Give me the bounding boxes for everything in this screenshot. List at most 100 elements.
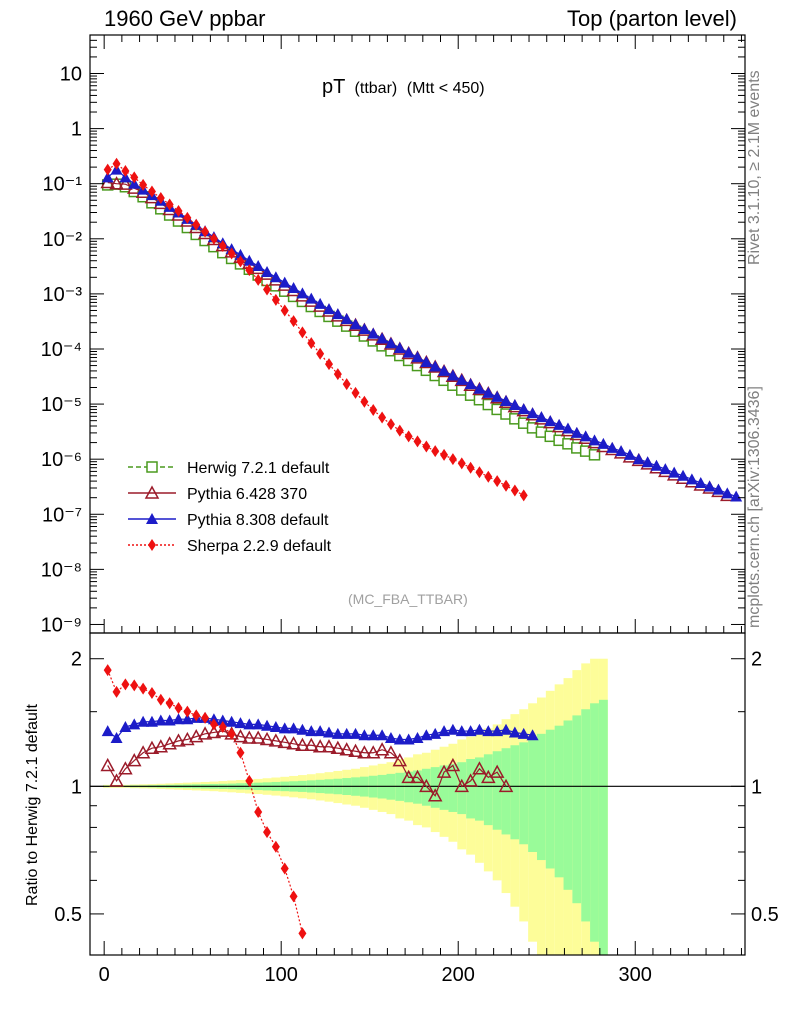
pythia-ratio-point: [286, 736, 301, 750]
sherpa-point: [386, 418, 395, 431]
pythia-ratio-point: [154, 714, 167, 726]
pythia-point: [464, 378, 477, 390]
pythia-ratio-point: [287, 722, 300, 734]
green-band-bin: [457, 762, 467, 815]
y-tick-label: 1: [71, 119, 82, 141]
sherpa-point: [413, 435, 422, 448]
x-tick-label: 0: [99, 964, 110, 986]
sherpa-point: [484, 470, 493, 483]
pythia-point: [429, 360, 442, 372]
sherpa-ratio-point: [236, 746, 245, 759]
sherpa-point: [307, 337, 316, 350]
pythia-ratio-point: [110, 732, 123, 744]
pythia-ratio-point: [137, 715, 150, 727]
pythia-point: [641, 456, 654, 468]
pythia-ratio-point: [145, 715, 158, 727]
sherpa-point: [245, 264, 254, 277]
y-tick-label: 10⁻⁴: [41, 339, 82, 361]
pythia-point: [473, 382, 486, 394]
sherpa-legend-marker: [148, 539, 156, 551]
pythia-point: [694, 476, 707, 488]
sherpa-point: [218, 240, 227, 253]
pythia-ratio-point: [339, 742, 354, 756]
legend-label: Herwig 7.2.1 default: [187, 460, 330, 477]
pythia-point: [314, 297, 327, 309]
pythia-point: [376, 332, 389, 344]
title-sub-text: (ttbar): [355, 80, 398, 97]
sherpa-point: [227, 247, 236, 260]
sherpa-ratio-point: [147, 687, 156, 700]
pythia-point: [623, 448, 636, 460]
sherpa-ratio-point: [192, 709, 201, 722]
ratio-y-tick-label: 1: [751, 776, 762, 798]
sherpa-ratio-point: [139, 682, 148, 695]
sherpa-point: [502, 479, 511, 492]
pythia-point: [411, 351, 424, 363]
pythia-ratio-point: [419, 778, 434, 793]
pythia-ratio-point: [100, 757, 115, 772]
pythia-point: [659, 463, 672, 475]
ratio-ylabel: Ratio to Herwig 7.2.1 default: [24, 704, 41, 906]
pythia-ratio-point: [349, 727, 362, 739]
pythia-point: [668, 466, 681, 478]
pythia-ratio-point: [277, 734, 292, 749]
sherpa-point: [121, 165, 130, 178]
pythia-point: [650, 459, 663, 471]
pythia-point: [393, 342, 406, 354]
sherpa-ratio-point: [103, 664, 112, 677]
herwig-point: [588, 449, 601, 461]
pythia-point: [261, 265, 274, 277]
ratio-y-tick-label: 0.5: [54, 904, 82, 926]
herwig-legend-marker: [146, 461, 158, 473]
y-tick-label: 10⁻²: [43, 229, 83, 251]
y-tick-label: 10⁻⁸: [41, 559, 82, 581]
sherpa-point: [147, 185, 156, 198]
y-tick-label: 10⁻¹: [43, 174, 83, 196]
green-band-bin: [475, 757, 484, 821]
sherpa-point: [324, 358, 333, 371]
pythia-ratio-point: [445, 757, 461, 772]
pythia-ratio-point: [420, 729, 433, 741]
pythia-ratio-point: [491, 725, 504, 737]
pythia-ratio-point: [243, 718, 256, 730]
pythia-point: [482, 386, 495, 398]
pythia-ratio-point: [225, 715, 238, 727]
pythia-legend-marker: [146, 513, 158, 524]
ratio-y-tick-label: 1: [71, 776, 82, 798]
pythia-ratio-point: [172, 713, 185, 725]
pythia-point: [331, 308, 344, 320]
sherpa-ratio-point: [112, 685, 121, 698]
pythia-ratio-point: [278, 722, 291, 734]
sherpa-point: [103, 163, 112, 176]
pythia-ratio-point: [259, 731, 275, 746]
green-band-bin: [510, 745, 520, 840]
sherpa-point: [369, 404, 378, 417]
pythia-point: [243, 254, 256, 266]
y-tick-label: 10⁻⁵: [41, 394, 82, 416]
pythia-ratio-point: [215, 723, 231, 737]
pythia-point: [553, 418, 566, 430]
pythia-ratio-point: [464, 725, 477, 737]
pythia-ratio-point: [383, 745, 399, 759]
pythia-ratio-point: [446, 723, 459, 735]
pythia-point: [632, 453, 645, 465]
pythia-ratio-point: [242, 730, 257, 744]
legend-label: Pythia 8.308 default: [187, 512, 329, 529]
pythia-ratio-point: [162, 736, 177, 750]
sherpa-ratio-point: [298, 927, 307, 940]
pythia-point: [278, 276, 291, 288]
pythia-point: [685, 473, 698, 485]
pythia-point: [402, 346, 415, 358]
pythia-point: [588, 434, 601, 446]
pythia-point: [544, 415, 557, 427]
pythia-ratio-point: [473, 723, 486, 735]
pythia-line: [107, 168, 737, 498]
sherpa-ratio-point: [227, 727, 236, 740]
green-band-bin: [492, 751, 502, 830]
sherpa-point: [183, 211, 192, 224]
collider-label: 1960 GeV ppbar: [104, 6, 266, 31]
pythia-ratio-point: [489, 764, 505, 778]
sherpa-point: [404, 430, 413, 443]
pythia-ratio-point: [109, 773, 124, 787]
pythia-ratio-point: [498, 778, 514, 793]
